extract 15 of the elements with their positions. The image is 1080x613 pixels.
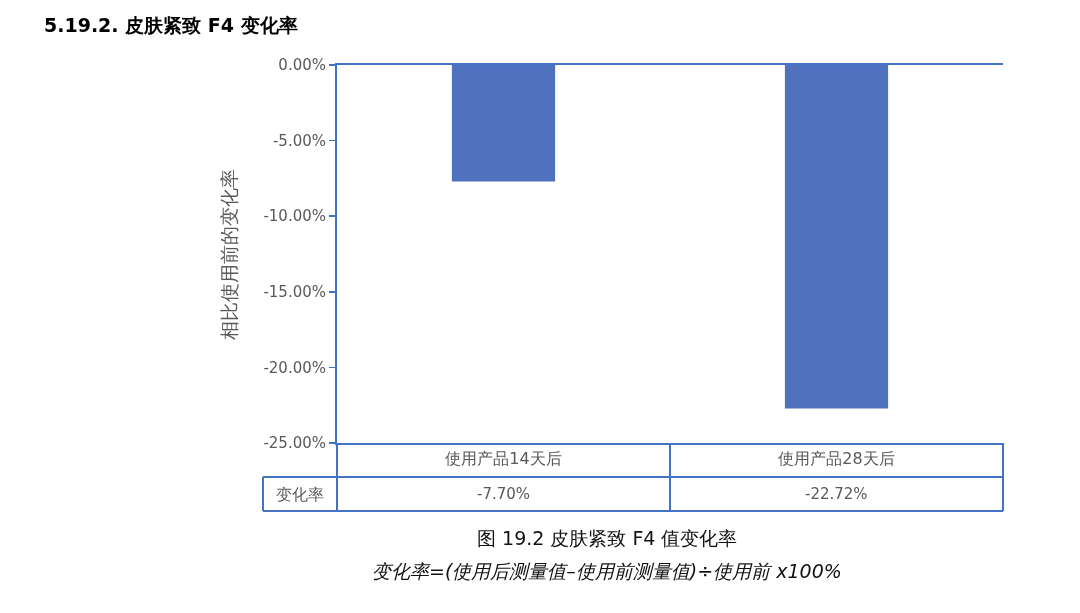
data-label: -22.72% [805, 485, 868, 503]
caption: 图 19.2 皮肤紧致 F4 值变化率 [477, 527, 738, 549]
y-tick-label: 0.00% [278, 56, 326, 75]
text: 5.19.2. 皮肤紧致 F4 变化率 [44, 13, 298, 36]
x-tick-label: 使用产品28天后 [778, 449, 895, 469]
text: 变化率=(使用后测量值–使用前测量值)÷使用前 x100% [372, 560, 842, 582]
data-label: -7.70% [477, 485, 531, 503]
y-tick-label: -20.00% [263, 358, 326, 377]
y-tick-label: -5.00% [272, 131, 326, 150]
x-tick-label: 使用产品14天后 [445, 449, 562, 469]
y-tick-label: -25.00% [263, 434, 326, 453]
y-tick-label: -10.00% [263, 207, 326, 226]
y-tick-label: -15.00% [263, 283, 326, 302]
legend-label: 变化率 [276, 485, 324, 504]
y-axis-title: 相比使用前的变化率 [217, 168, 240, 340]
